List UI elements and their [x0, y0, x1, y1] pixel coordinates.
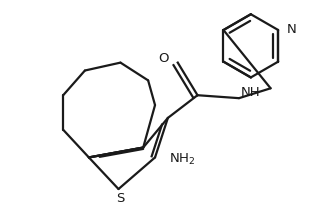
Text: N: N: [287, 23, 297, 36]
Text: S: S: [116, 192, 125, 205]
Text: NH$_2$: NH$_2$: [169, 152, 196, 167]
Text: NH: NH: [241, 86, 261, 99]
Text: O: O: [159, 52, 169, 65]
